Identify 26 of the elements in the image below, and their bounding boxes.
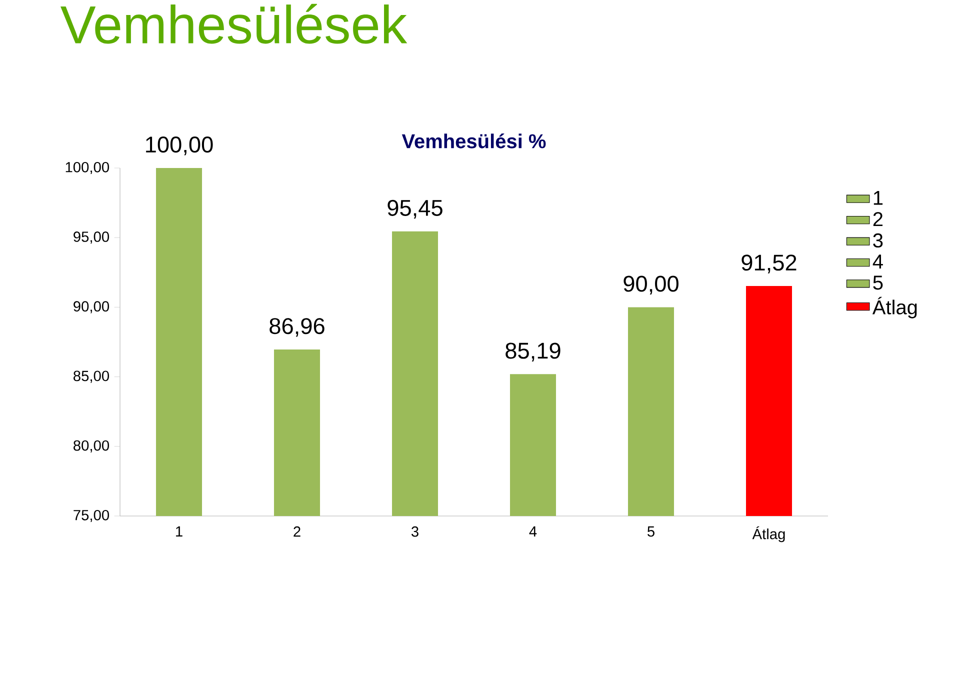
y-tick-label: 80,00	[74, 440, 110, 452]
data-label: 91,52	[742, 254, 796, 274]
y-tick-label: 75,00	[74, 510, 110, 522]
chart-title: Vemhesülések	[60, 4, 408, 44]
legend-label: 4	[872, 254, 883, 268]
legend-label: 3	[873, 233, 883, 248]
x-tick-label: 1	[176, 526, 182, 536]
data-label: 86,96	[270, 318, 324, 337]
legend-label: 1	[874, 190, 883, 205]
data-label: 90,00	[624, 276, 678, 294]
y-tick-label: 95,00	[74, 232, 110, 244]
legend-label: Átlag	[872, 296, 917, 318]
data-label: 100,00	[146, 136, 213, 156]
data-label: 85,19	[506, 342, 560, 362]
x-tick-label: 4	[529, 526, 537, 536]
y-tick-label: 90,00	[74, 301, 110, 314]
x-tick-label: 3	[411, 526, 418, 537]
x-tick-label: 5	[648, 526, 654, 537]
data-label: 95,45	[388, 200, 442, 219]
y-tick-label: 85,00	[74, 370, 110, 383]
chart-subtitle: Vemhesülési %	[402, 133, 546, 148]
legend-label: 2	[873, 212, 883, 226]
x-tick-label: 2	[294, 526, 300, 537]
x-tick-label: Átlag	[752, 526, 785, 542]
y-tick-label: 100,00	[66, 162, 110, 174]
legend-label: 5	[873, 276, 883, 290]
